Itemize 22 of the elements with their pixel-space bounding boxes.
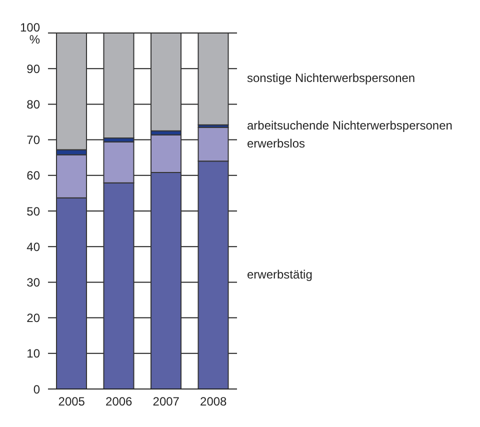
y-tick-label: 20	[26, 311, 40, 326]
y-tick-label: 30	[26, 275, 40, 290]
bar	[103, 33, 134, 139]
y-tick-label: 50	[26, 204, 40, 218]
series-label: erwerbslos	[247, 136, 306, 150]
series-label: sonstige Nichterwerbspersonen	[247, 71, 416, 86]
series-label: arbeitsuchende Nichterwerbspersonen	[247, 118, 452, 132]
x-tick-label: 2006	[106, 394, 133, 409]
x-tick-label: 2005	[58, 394, 86, 409]
x-tick-label: 2007	[152, 394, 180, 409]
bar	[198, 33, 229, 126]
y-tick-label: 10	[26, 346, 40, 361]
x-tick-label: 2008	[200, 394, 228, 409]
y-tick-label: 40	[26, 240, 40, 254]
y-tick-label: 70	[26, 133, 40, 148]
y-tick-label: 100 %	[20, 20, 40, 46]
y-tick-label: 80	[26, 97, 40, 112]
y-tick-label: 60	[26, 168, 40, 183]
y-tick-label: 90	[26, 62, 40, 76]
series-label: erwerbstätig	[247, 267, 312, 282]
y-tick-label: 0	[33, 382, 40, 396]
bar	[150, 33, 182, 132]
